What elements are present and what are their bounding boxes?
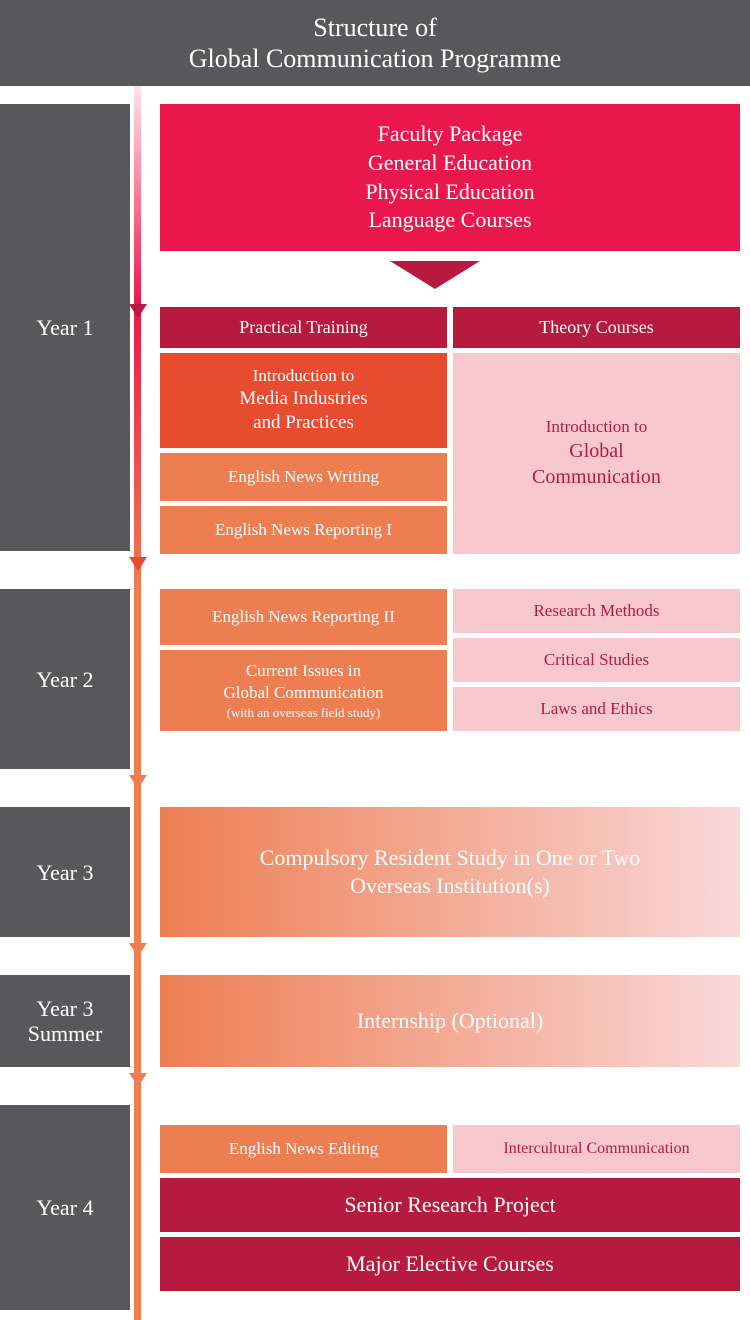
practical-header: Practical Training (160, 307, 447, 348)
intro-media-l2: Media Industries (239, 387, 367, 412)
faculty-l1: Faculty Package (160, 120, 740, 149)
spacer (130, 551, 740, 589)
column-headers: Practical Training Theory Courses (160, 307, 740, 348)
year4-top-courses: English News Editing Intercultural Commu… (160, 1125, 740, 1173)
intro-gc-box: Introduction to Global Communication (453, 353, 740, 554)
intro-media-l3: and Practices (253, 411, 354, 436)
intro-media-box: Introduction to Media Industries and Pra… (160, 353, 447, 448)
year3-study-box: Compulsory Resident Study in One or Two … (160, 807, 740, 937)
faculty-l4: Language Courses (160, 206, 740, 235)
header-line2: Global Communication Programme (0, 43, 750, 74)
spacer (130, 937, 740, 975)
faculty-l3: Physical Education (160, 178, 740, 207)
year2-theory-stack: Research Methods Critical Studies Laws a… (453, 589, 740, 731)
year4-block: English News Editing Intercultural Commu… (130, 1105, 740, 1310)
current-l2: Global Communication (223, 682, 383, 704)
year2-courses: English News Reporting II Current Issues… (160, 589, 740, 731)
year-label: Year 2 (0, 589, 130, 769)
header-line1: Structure of (0, 12, 750, 43)
timeline-arrow-icon (129, 1073, 147, 1087)
year-column: Year 1 Year 2 Year 3 Year 3Summer Year 4 (0, 86, 130, 1310)
year1-block: Faculty Package General Education Physic… (130, 104, 740, 551)
timeline-arrow-icon (129, 557, 147, 571)
year-label: Year 3 (0, 807, 130, 937)
year1-courses: Introduction to Media Industries and Pra… (160, 353, 740, 554)
intercultural-box: Intercultural Communication (453, 1125, 740, 1173)
year3-l2: Overseas Institution(s) (350, 872, 550, 901)
faculty-l2: General Education (160, 149, 740, 178)
timeline-arrow-icon (129, 775, 147, 789)
year3summer-box: Internship (Optional) (160, 975, 740, 1067)
main-area: Year 1 Year 2 Year 3 Year 3Summer Year 4 Fac… (0, 86, 750, 1310)
english-writing-box: English News Writing (160, 453, 447, 501)
current-issues-box: Current Issues in Global Communication (… (160, 650, 447, 731)
year2-practical-stack: English News Reporting II Current Issues… (160, 589, 447, 731)
content-column: Faculty Package General Education Physic… (130, 86, 750, 1310)
timeline (134, 86, 141, 1320)
main-header: Structure of Global Communication Progra… (0, 0, 750, 86)
intro-gc-l2: Global (569, 438, 623, 464)
down-arrow-icon (390, 261, 480, 289)
year2-block: English News Reporting II Current Issues… (130, 589, 740, 769)
english-reporting2-box: English News Reporting II (160, 589, 447, 645)
year1-theory-stack: Introduction to Global Communication (453, 353, 740, 554)
year-label: Year 4 (0, 1105, 130, 1310)
faculty-package-box: Faculty Package General Education Physic… (160, 104, 740, 250)
year-label: Year 1 (0, 104, 130, 551)
current-sub: (with an overseas field study) (227, 705, 381, 722)
theory-header: Theory Courses (453, 307, 740, 348)
english-reporting1-box: English News Reporting I (160, 506, 447, 554)
year-label: Year 3Summer (0, 975, 130, 1067)
intro-gc-l3: Communication (532, 464, 661, 490)
year3-l1: Compulsory Resident Study in One or Two (260, 844, 641, 873)
spacer (130, 1067, 740, 1105)
research-methods-box: Research Methods (453, 589, 740, 633)
year1-practical-stack: Introduction to Media Industries and Pra… (160, 353, 447, 554)
intro-media-l1: Introduction to (253, 365, 355, 387)
senior-research-box: Senior Research Project (160, 1178, 740, 1232)
major-elective-box: Major Elective Courses (160, 1237, 740, 1291)
timeline-arrow-icon (129, 304, 147, 318)
intro-gc-l1: Introduction to (546, 416, 648, 438)
critical-studies-box: Critical Studies (453, 638, 740, 682)
spacer (130, 769, 740, 807)
programme-structure: Structure of Global Communication Progra… (0, 0, 750, 1310)
english-editing-box: English News Editing (160, 1125, 447, 1173)
timeline-arrow-icon (129, 943, 147, 957)
laws-ethics-box: Laws and Ethics (453, 687, 740, 731)
current-l1: Current Issues in (246, 660, 361, 682)
internship-text: Internship (Optional) (357, 1007, 543, 1036)
